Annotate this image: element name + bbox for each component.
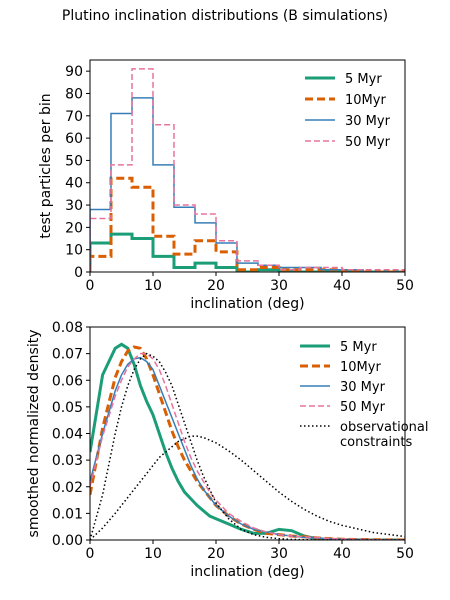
plot-area <box>90 68 405 272</box>
line-series-5-curve-2 <box>90 435 405 540</box>
figure-title: Plutino inclination distributions (B sim… <box>61 8 389 24</box>
y-tick-label: 60 <box>65 131 83 147</box>
y-tick-label: 0.07 <box>52 347 83 363</box>
legend-label-5: observational constraints <box>340 420 428 450</box>
y-tick-label: 50 <box>65 153 83 169</box>
hist-series-1 <box>90 232 405 272</box>
x-tick-label: 20 <box>207 278 225 294</box>
x-axis-label: inclination (deg) <box>190 564 304 580</box>
panel-2: 0 10 20 30 40 50 0.00 0.01 0.02 0.03 0.04 0.05 0.06 0… <box>26 320 428 580</box>
legend: 5 Myr 10Myr 30 Myr 50 Myr <box>305 72 391 150</box>
legend-label-2: 10Myr <box>345 93 386 108</box>
x-tick-label: 40 <box>333 278 351 294</box>
y-tick-label: 40 <box>65 176 83 192</box>
y-tick-label: 0.04 <box>52 427 83 443</box>
line-series-4 <box>90 352 405 540</box>
legend-label-2: 10Myr <box>340 360 381 375</box>
y-axis-label: test particles per bin <box>38 93 54 238</box>
y-tick-label: 20 <box>65 220 83 236</box>
legend-label-1: 5 Myr <box>340 340 377 355</box>
x-tick-label: 10 <box>144 278 162 294</box>
legend-label-3: 30 Myr <box>340 380 386 395</box>
line-series-5 <box>90 352 405 540</box>
y-tick-label: 70 <box>65 109 83 125</box>
legend-label-4: 50 Myr <box>345 135 391 150</box>
y-tick-label: 0.02 <box>52 480 83 496</box>
plot-area <box>90 342 405 540</box>
hist-series-2 <box>90 176 405 272</box>
y-tick-label: 0.03 <box>52 453 83 469</box>
x-tick-label: 50 <box>396 546 414 562</box>
panel-1: 0 10 20 30 40 50 0 10 20 30 40 50 60 70 80 90 inclinatio… <box>38 59 414 312</box>
x-tick-label: 0 <box>86 278 95 294</box>
y-tick-label: 0.00 <box>52 533 83 549</box>
y-tick-label: 0.08 <box>52 320 83 336</box>
x-axis-label: inclination (deg) <box>190 296 304 312</box>
legend-label-4: 50 Myr <box>340 400 386 415</box>
y-tick-label: 30 <box>65 198 83 214</box>
y-tick-label: 90 <box>65 64 83 80</box>
legend-label-3: 30 Myr <box>345 114 391 129</box>
x-tick-label: 20 <box>207 546 225 562</box>
y-tick-label: 10 <box>65 243 83 259</box>
axes-frame <box>89 59 406 273</box>
x-tick-label: 30 <box>270 278 288 294</box>
y-tick-label: 0.06 <box>52 373 83 389</box>
x-tick-label: 30 <box>270 546 288 562</box>
x-tick-label: 10 <box>144 546 162 562</box>
x-tick-label: 0 <box>86 546 95 562</box>
x-tick-label: 50 <box>396 278 414 294</box>
y-axis-label: smoothed normalized density <box>26 330 42 538</box>
y-tick-label: 0.01 <box>52 506 83 522</box>
legend-label-1: 5 Myr <box>345 72 382 87</box>
x-tick-label: 40 <box>333 546 351 562</box>
hist-series-4 <box>90 68 405 272</box>
legend: 5 Myr 10Myr 30 Myr 50 Myr observational const… <box>300 340 428 450</box>
y-tick-label: 0.05 <box>52 400 83 416</box>
y-tick-label: 0 <box>74 265 83 281</box>
y-tick-label: 80 <box>65 86 83 102</box>
